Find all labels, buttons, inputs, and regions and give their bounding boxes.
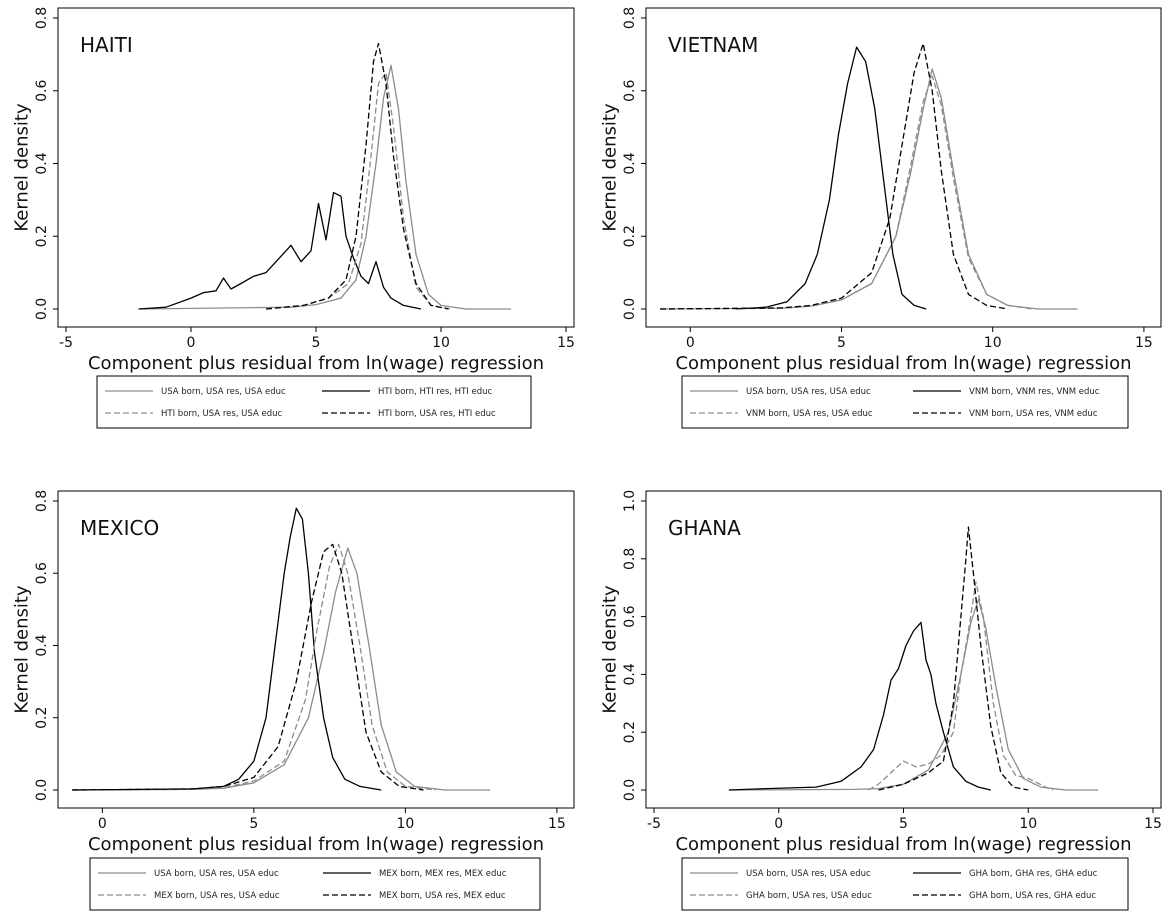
legend-label: MEX born, USA res, USA educ [154,891,280,901]
x-tick-label: 5 [312,335,321,351]
legend-label: GHA born, GHA res, GHA educ [969,869,1098,879]
series-line-3 [72,543,424,791]
x-axis-title: Component plus residual from ln(wage) re… [88,353,544,374]
legend-label: HTI born, HTI res, HTI educ [378,387,492,397]
chart-panel-3: 0.0 0.2 0.4 0.6 0.8 1.0 -5 0 5 10 15 Kernel density… [600,490,1162,911]
legend-label: MEX born, MEX res, MEX educ [379,869,507,879]
x-tick-label: 15 [557,335,575,351]
y-tick-label: 0.0 [622,779,638,801]
x-axis-title: Component plus residual from ln(wage) re… [675,353,1131,374]
x-tick-label: 5 [249,816,258,832]
y-tick-label: 0.0 [34,779,50,801]
plot-frame [57,7,575,328]
series-line-3 [659,42,1008,310]
series-line-0 [728,598,1099,791]
plot-frame [57,490,575,809]
panel-title: HAITI [80,33,133,57]
y-tick-label: 0.6 [622,80,638,102]
chart-panel-0: 0.0 0.2 0.4 0.6 0.8 -5 0 5 10 15 Kernel density Com… [12,7,575,429]
plot-frame [645,490,1162,809]
series-line-1 [735,46,927,310]
legend-label: HTI born, USA res, USA educ [161,409,282,419]
y-tick-label: 0.0 [34,298,50,320]
x-tick-label: 10 [984,335,1002,351]
y-axis-title: Kernel density [600,103,621,232]
x-tick-label: 5 [899,816,908,832]
y-tick-label: 0.8 [34,7,50,29]
legend-label: VNM born, VNM res, VNM educ [969,387,1100,397]
x-tick-label: 0 [187,335,196,351]
x-tick-label: 10 [432,335,450,351]
legend-box [681,857,1129,911]
x-tick-label: 0 [686,335,695,351]
legend-box [681,375,1129,429]
y-tick-label: 0.4 [622,152,638,174]
x-tick-label: 15 [1144,816,1162,832]
x-tick-label: 15 [1135,335,1153,351]
y-tick-label: 0.4 [34,152,50,174]
legend-label: GHA born, USA res, USA educ [746,891,872,901]
y-tick-label: 0.8 [622,7,638,29]
x-tick-label: 5 [837,335,846,351]
series-line-3 [265,42,449,310]
series-line-1 [72,507,382,791]
series-line-1 [728,621,991,791]
y-tick-label: 0.2 [622,721,638,743]
x-axis-title: Component plus residual from ln(wage) re… [88,834,544,855]
panel-title: GHANA [668,516,741,540]
x-tick-label: 0 [98,816,107,832]
plot-frame [645,7,1162,328]
y-tick-label: 0.6 [622,605,638,627]
legend-label: VNM born, USA res, VNM educ [969,409,1098,419]
chart-panel-2: 0.0 0.2 0.4 0.6 0.8 0 5 10 15 Kernel density Compo… [12,490,575,911]
legend-label: HTI born, USA res, HTI educ [378,409,496,419]
y-axis-title: Kernel density [12,103,33,232]
y-axis-title: Kernel density [12,585,33,714]
series-line-0 [72,547,491,791]
panel-title: VIETNAM [668,33,758,57]
y-tick-label: 0.8 [34,490,50,512]
legend-box [96,375,532,429]
y-tick-label: 0.4 [622,663,638,685]
series-line-1 [138,191,422,310]
legend-label: MEX born, USA res, MEX educ [379,891,506,901]
y-tick-label: 0.6 [34,80,50,102]
y-tick-label: 0.0 [622,298,638,320]
y-tick-label: 0.4 [34,634,50,656]
legend-label: VNM born, USA res, USA educ [746,409,873,419]
y-tick-label: 0.8 [622,548,638,570]
y-tick-label: 1.0 [622,490,638,512]
x-tick-label: 10 [396,816,414,832]
panel-title: MEXICO [80,516,159,540]
chart-panel-1: 0.0 0.2 0.4 0.6 0.8 0 5 10 15 Kernel density Compo… [600,7,1162,429]
y-tick-label: 0.6 [34,562,50,584]
legend-label: USA born, USA res, USA educ [746,869,871,879]
series-line-3 [878,526,1029,791]
legend-label: USA born, USA res, USA educ [154,869,279,879]
series-line-2 [72,543,436,791]
legend-label: USA born, USA res, USA educ [746,387,871,397]
y-tick-label: 0.2 [622,225,638,247]
y-tick-label: 0.2 [34,225,50,247]
x-tick-label: 0 [774,816,783,832]
series-line-2 [868,581,1054,791]
legend-label: GHA born, USA res, GHA educ [969,891,1096,901]
legend-label: USA born, USA res, USA educ [161,387,286,397]
series-line-2 [659,75,1033,310]
y-axis-title: Kernel density [600,585,621,714]
x-tick-label: 10 [1019,816,1037,832]
y-tick-label: 0.2 [34,707,50,729]
legend-box [89,857,541,911]
x-tick-label: 15 [548,816,566,832]
series-line-0 [140,64,511,310]
x-tick-label: -5 [59,335,73,351]
x-axis-title: Component plus residual from ln(wage) re… [675,834,1131,855]
x-tick-label: -5 [647,816,661,832]
